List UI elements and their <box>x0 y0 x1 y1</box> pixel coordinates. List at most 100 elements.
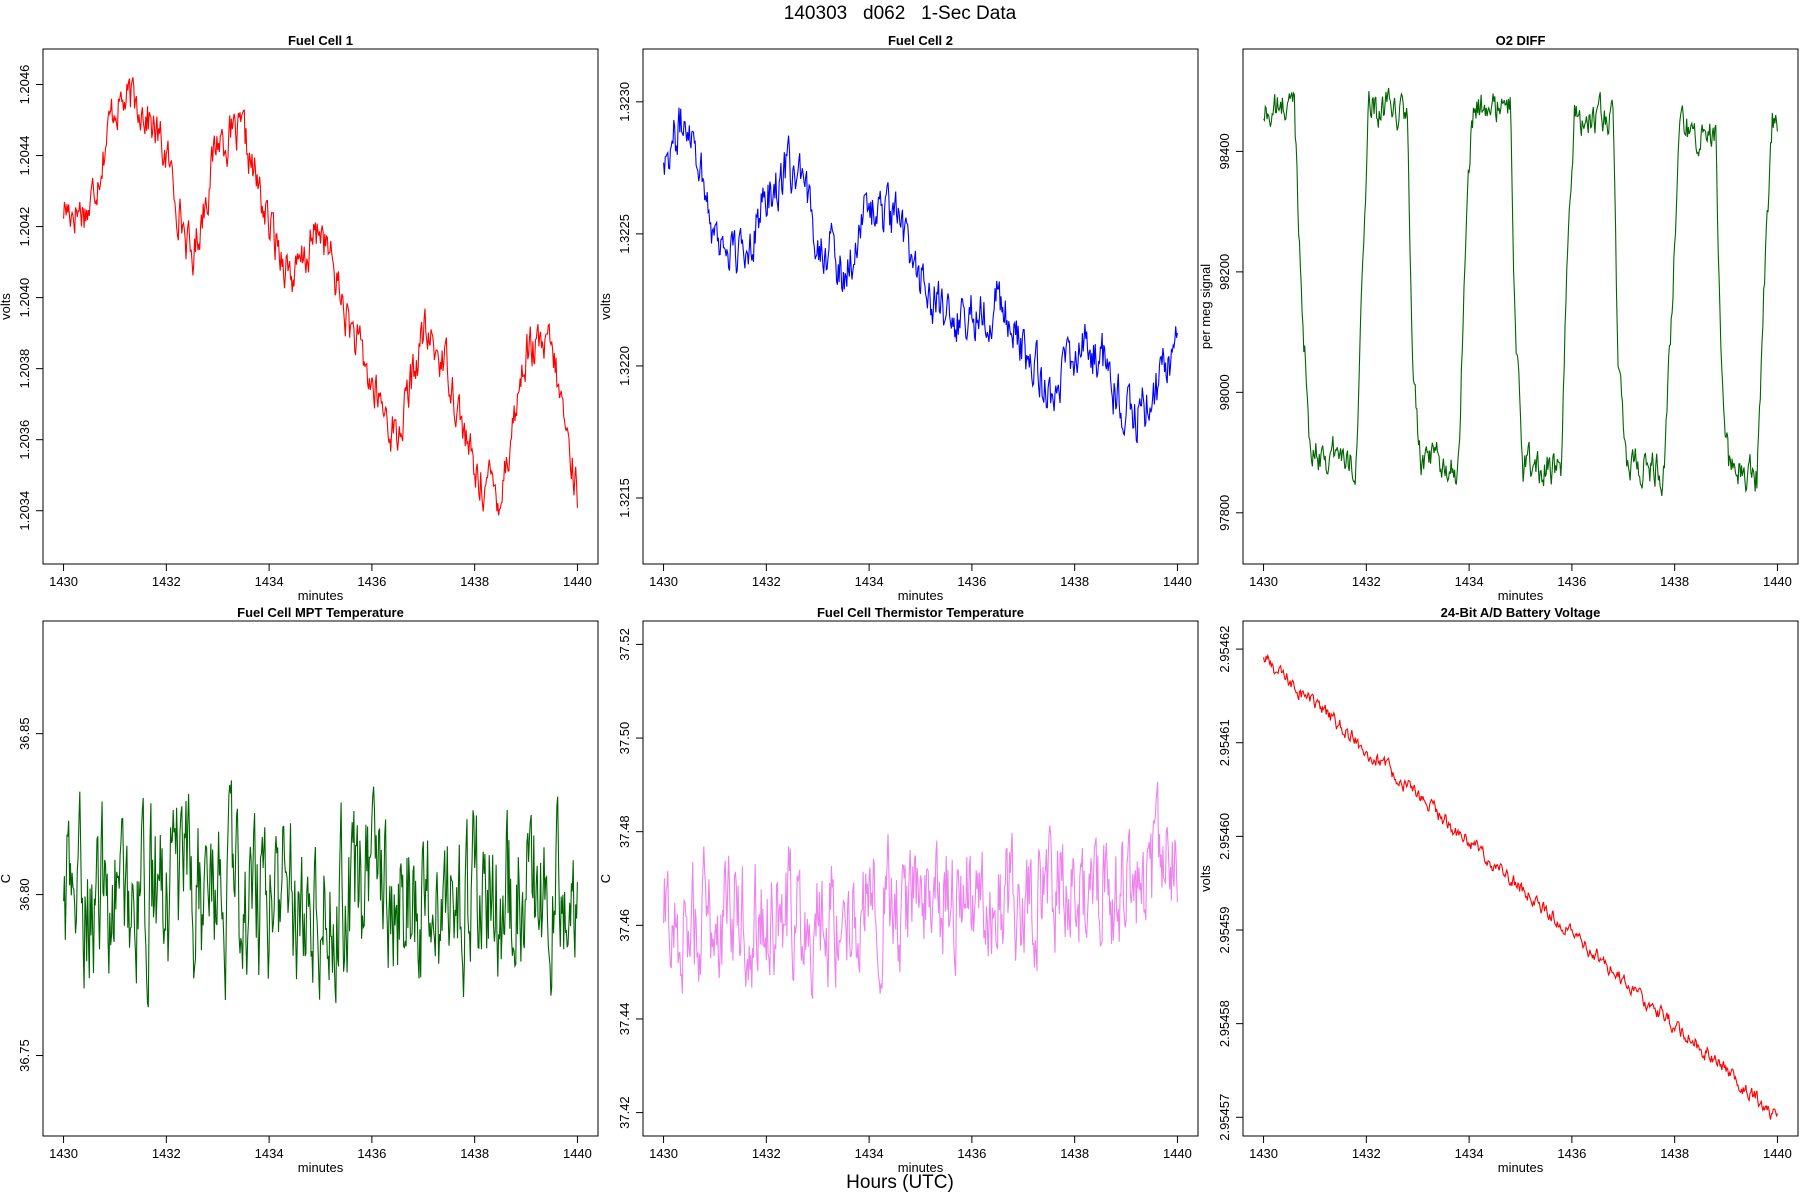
fuel-cell-mpt-temperature-x-tick-label: 1434 <box>255 1146 284 1161</box>
24-bit-a-d-battery-voltage-y-tick-label: 2.95460 <box>1217 813 1232 860</box>
o2-diff-x-tick-label: 1434 <box>1455 574 1484 589</box>
24-bit-a-d-battery-voltage-x-tick-label: 1436 <box>1557 1146 1586 1161</box>
fuel-cell-thermistor-temperature-y-tick-label: 37.48 <box>617 815 632 848</box>
24-bit-a-d-battery-voltage-plot-frame <box>1242 620 1799 1137</box>
o2-diff-y-axis: 97800 98000 98200 98400 <box>1217 133 1244 531</box>
o2-diff-y-tick-label: 98400 <box>1217 133 1232 169</box>
fuel-cell-mpt-temperature-x-tick-label: 1440 <box>563 1146 592 1161</box>
fuel-cell-thermistor-temperature-x-tick-label: 1434 <box>855 1146 884 1161</box>
fuel-cell-1-x-tick-label: 1434 <box>255 574 284 589</box>
fuel-cell-mpt-temperature-x-tick-label: 1432 <box>152 1146 181 1161</box>
fuel-cell-1-x-tick-label: 1430 <box>49 574 78 589</box>
fuel-cell-thermistor-temperature-y-tick-label: 37.50 <box>617 722 632 755</box>
fuel-cell-thermistor-temperature-y-tick-label: 37.52 <box>617 628 632 661</box>
24-bit-a-d-battery-voltage-y-axis: 2.95457 2.95458 2.95459 2.95460 2.95461 2.954… <box>1217 626 1244 1141</box>
fuel-cell-thermistor-temperature-y-tick-label: 37.44 <box>617 1003 632 1036</box>
o2-diff-plot-frame <box>1242 48 1799 565</box>
fuel-cell-mpt-temperature-y-axis: 36.75 36.80 36.85 <box>17 717 44 1072</box>
fuel-cell-1-x-tick-label: 1432 <box>152 574 181 589</box>
fuel-cell-1-xlabel: minutes <box>298 588 344 603</box>
fuel-cell-thermistor-temperature-xlabel: minutes <box>898 1160 944 1175</box>
o2-diff-title: O2 DIFF <box>1496 33 1546 48</box>
24-bit-a-d-battery-voltage-x-tick-label: 1430 <box>1249 1146 1278 1161</box>
24-bit-a-d-battery-voltage-xlabel: minutes <box>1498 1160 1544 1175</box>
fuel-cell-thermistor-temperature-y-axis: 37.42 37.44 37.46 37.48 37.50 37.52 <box>617 628 644 1129</box>
fuel-cell-mpt-temperature-title: Fuel Cell MPT Temperature <box>237 605 404 620</box>
fuel-cell-thermistor-temperature-x-tick-label: 1440 <box>1163 1146 1192 1161</box>
fuel-cell-thermistor-temperature-panel: Fuel Cell Thermistor Temperature 1430 1432… <box>598 605 1199 1175</box>
fuel-cell-2-y-tick-label: 1.3230 <box>617 82 632 122</box>
24-bit-a-d-battery-voltage-y-tick-label: 2.95461 <box>1217 719 1232 766</box>
fuel-cell-thermistor-temperature-x-tick-label: 1436 <box>957 1146 986 1161</box>
24-bit-a-d-battery-voltage-y-tick-label: 2.95459 <box>1217 907 1232 954</box>
24-bit-a-d-battery-voltage-ylabel: volts <box>1198 865 1213 892</box>
fuel-cell-1-x-axis: 1430 1432 1434 1436 1438 1440 <box>49 563 592 589</box>
fuel-cell-mpt-temperature-x-axis: 1430 1432 1434 1436 1438 1440 <box>49 1135 592 1161</box>
fuel-cell-2-x-axis: 1430 1432 1434 1436 1438 1440 <box>649 563 1192 589</box>
o2-diff-x-tick-label: 1436 <box>1557 574 1586 589</box>
fuel-cell-2-title: Fuel Cell 2 <box>888 33 953 48</box>
fuel-cell-1-y-tick-label: 1.2044 <box>17 136 32 176</box>
fuel-cell-1-series-line <box>63 77 578 516</box>
o2-diff-series-line <box>1263 87 1778 496</box>
fuel-cell-1-ylabel: volts <box>0 293 13 320</box>
fuel-cell-2-x-tick-label: 1436 <box>957 574 986 589</box>
fuel-cell-2-x-tick-label: 1434 <box>855 574 884 589</box>
24-bit-a-d-battery-voltage-x-axis: 1430 1432 1434 1436 1438 1440 <box>1249 1135 1792 1161</box>
fuel-cell-1-y-tick-label: 1.2042 <box>17 207 32 247</box>
fuel-cell-mpt-temperature-y-tick-label: 36.75 <box>17 1039 32 1072</box>
fuel-cell-2-x-tick-label: 1440 <box>1163 574 1192 589</box>
fuel-cell-2-xlabel: minutes <box>898 588 944 603</box>
o2-diff-y-tick-label: 98200 <box>1217 254 1232 290</box>
fuel-cell-mpt-temperature-x-tick-label: 1438 <box>460 1146 489 1161</box>
fuel-cell-thermistor-temperature-y-tick-label: 37.46 <box>617 909 632 942</box>
fuel-cell-mpt-temperature-xlabel: minutes <box>298 1160 344 1175</box>
fuel-cell-1-x-tick-label: 1436 <box>357 574 386 589</box>
fuel-cell-2-y-tick-label: 1.3225 <box>617 214 632 254</box>
o2-diff-y-tick-label: 98000 <box>1217 374 1232 410</box>
fuel-cell-1-y-tick-label: 1.2046 <box>17 65 32 105</box>
fuel-cell-2-panel: Fuel Cell 2 1430 1432 1434 1436 1438 1440 minut… <box>598 33 1199 603</box>
fuel-cell-mpt-temperature-x-tick-label: 1430 <box>49 1146 78 1161</box>
24-bit-a-d-battery-voltage-y-tick-label: 2.95458 <box>1217 1000 1232 1047</box>
figure-title: 140303 d062 1-Sec Data <box>783 3 1017 24</box>
fuel-cell-1-y-tick-label: 1.2040 <box>17 278 32 318</box>
fuel-cell-mpt-temperature-y-tick-label: 36.80 <box>17 878 32 911</box>
fuel-cell-2-ylabel: volts <box>598 293 613 320</box>
fuel-cell-thermistor-temperature-x-tick-label: 1430 <box>649 1146 678 1161</box>
24-bit-a-d-battery-voltage-y-tick-label: 2.95462 <box>1217 626 1232 673</box>
fuel-cell-1-y-tick-label: 1.2036 <box>17 420 32 460</box>
fuel-cell-mpt-temperature-y-tick-label: 36.85 <box>17 717 32 750</box>
fuel-cell-2-x-tick-label: 1432 <box>752 574 781 589</box>
24-bit-a-d-battery-voltage-x-tick-label: 1440 <box>1763 1146 1792 1161</box>
fuel-cell-mpt-temperature-x-tick-label: 1436 <box>357 1146 386 1161</box>
fuel-cell-1-y-tick-label: 1.2038 <box>17 349 32 389</box>
o2-diff-x-axis: 1430 1432 1434 1436 1438 1440 <box>1249 563 1792 589</box>
24-bit-a-d-battery-voltage-x-tick-label: 1432 <box>1352 1146 1381 1161</box>
fuel-cell-mpt-temperature-plot-frame <box>42 620 599 1137</box>
o2-diff-xlabel: minutes <box>1498 588 1544 603</box>
fuel-cell-mpt-temperature-series-line <box>63 780 578 1008</box>
fuel-cell-1-x-tick-label: 1440 <box>563 574 592 589</box>
fuel-cell-2-y-axis: 1.3215 1.3220 1.3225 1.3230 <box>617 82 644 518</box>
fuel-cell-thermistor-temperature-series-line <box>663 781 1178 999</box>
o2-diff-x-tick-label: 1432 <box>1352 574 1381 589</box>
figure-xlabel: Hours (UTC) <box>846 1172 954 1193</box>
fuel-cell-1-x-tick-label: 1438 <box>460 574 489 589</box>
24-bit-a-d-battery-voltage-series-line <box>1263 653 1778 1120</box>
o2-diff-x-tick-label: 1430 <box>1249 574 1278 589</box>
24-bit-a-d-battery-voltage-x-tick-label: 1438 <box>1660 1146 1689 1161</box>
fuel-cell-2-x-tick-label: 1430 <box>649 574 678 589</box>
o2-diff-x-tick-label: 1440 <box>1763 574 1792 589</box>
24-bit-a-d-battery-voltage-title: 24-Bit A/D Battery Voltage <box>1441 605 1601 620</box>
fuel-cell-thermistor-temperature-x-axis: 1430 1432 1434 1436 1438 1440 <box>649 1135 1192 1161</box>
fuel-cell-mpt-temperature-ylabel: C <box>0 874 13 883</box>
fuel-cell-1-y-tick-label: 1.2034 <box>17 491 32 531</box>
fuel-cell-1-panel: Fuel Cell 1 1430 1432 1434 1436 1438 1440 minut… <box>0 33 599 603</box>
o2-diff-y-tick-label: 97800 <box>1217 495 1232 531</box>
fuel-cell-2-y-tick-label: 1.3220 <box>617 346 632 386</box>
fuel-cell-2-x-tick-label: 1438 <box>1060 574 1089 589</box>
